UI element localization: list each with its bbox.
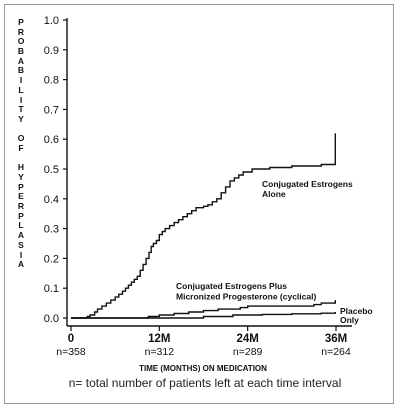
- y-tick-label: 0.8: [44, 75, 59, 87]
- y-label-letter: I: [19, 75, 23, 86]
- y-label-letter: P: [18, 17, 24, 27]
- y-label-letter: R: [17, 201, 25, 212]
- y-label-letter: P: [18, 181, 24, 192]
- y-tick-label: 0.2: [44, 253, 59, 265]
- y-label-letter: H: [17, 162, 25, 173]
- y-label-letter: L: [18, 84, 24, 95]
- x-tick-patient-count: n=358: [56, 346, 86, 358]
- series-line-conjugated-estrogens-alone: [71, 133, 336, 319]
- y-tick-label: 1.0: [44, 15, 59, 27]
- y-label-letter: T: [18, 104, 24, 115]
- series-line-ce-plus-progesterone: [71, 300, 336, 319]
- y-tick-label: 0.0: [44, 313, 59, 325]
- x-tick-label: 12M: [148, 333, 170, 345]
- y-label-letter: F: [18, 142, 24, 153]
- x-tick-label: 0: [68, 333, 74, 345]
- series-label: Micronized Progesterone (cyclical): [176, 292, 316, 302]
- x-tick-label: 24M: [236, 333, 258, 345]
- y-label-letter: Y: [18, 172, 24, 182]
- y-label-letter: A: [17, 55, 25, 66]
- series-label: Conjugated Estrogens Plus: [176, 281, 287, 291]
- y-label-letter: O: [17, 36, 25, 47]
- y-label-letter: P: [18, 210, 24, 221]
- y-label-letter: B: [17, 65, 25, 76]
- y-label-letter: A: [17, 259, 25, 270]
- y-label-letter: O: [17, 133, 25, 144]
- y-label-letter: A: [17, 230, 25, 241]
- x-tick-patient-count: n=264: [321, 346, 351, 358]
- y-tick-label: 0.7: [44, 104, 59, 116]
- x-tick-label: 36M: [325, 333, 347, 345]
- y-label-letter: L: [18, 220, 24, 231]
- y-tick-label: 0.9: [44, 45, 59, 57]
- y-label-letter: Y: [18, 113, 24, 124]
- x-tick-patient-count: n=289: [233, 346, 263, 358]
- chart-frame: [4, 4, 394, 404]
- y-tick-label: 0.4: [44, 194, 59, 206]
- series-label: Conjugated Estrogens: [262, 179, 353, 189]
- y-tick-label: 0.6: [44, 134, 59, 146]
- y-tick-label: 0.1: [44, 283, 59, 295]
- y-tick-label: 0.3: [44, 224, 59, 236]
- y-tick-label: 0.5: [44, 164, 59, 176]
- series-line-placebo-only: [71, 312, 336, 319]
- y-label-letter: B: [17, 46, 25, 57]
- y-label-letter: I: [19, 94, 23, 105]
- x-tick-patient-count: n=312: [145, 346, 175, 358]
- y-label-letter: S: [18, 239, 24, 250]
- y-label-letter: R: [17, 26, 25, 37]
- footnote: n= total number of patients left at each…: [69, 376, 341, 390]
- y-label-letter: E: [18, 191, 24, 202]
- y-label-letter: I: [19, 249, 23, 260]
- series-label: Only: [340, 315, 359, 325]
- x-axis-label: TIME (MONTHS) ON MEDICATION: [139, 364, 267, 373]
- series-label: Placebo: [340, 306, 373, 316]
- series-label: Alone: [262, 189, 286, 199]
